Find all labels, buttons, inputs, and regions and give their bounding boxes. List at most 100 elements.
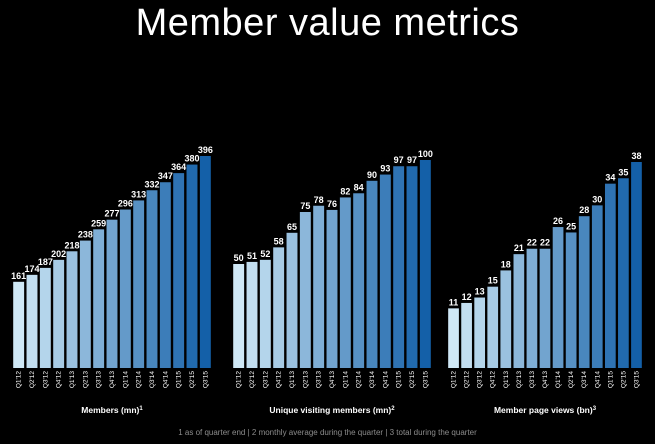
- tick-label: Q4'14: [594, 371, 601, 389]
- bar: [26, 274, 38, 368]
- tick-label: Q3'14: [369, 371, 376, 389]
- bar: [631, 162, 642, 368]
- page-title: Member value metrics: [135, 2, 520, 44]
- data-label: 35: [618, 167, 628, 177]
- data-label: 296: [118, 199, 133, 209]
- bar: [326, 209, 338, 368]
- bar: [461, 302, 472, 368]
- data-label: 97: [394, 155, 404, 165]
- bar: [53, 259, 65, 368]
- data-label: 90: [367, 170, 377, 180]
- data-label: 22: [540, 238, 550, 248]
- tick-label: Q1'13: [503, 371, 510, 389]
- bar: [406, 166, 418, 368]
- tick-label: Q2'15: [189, 371, 196, 389]
- bar: [133, 200, 145, 368]
- data-label: 25: [566, 221, 576, 231]
- tick-label: Q1'14: [555, 371, 562, 389]
- tick-label: Q4'12: [490, 371, 497, 389]
- data-label: 18: [501, 259, 511, 269]
- bar: [159, 182, 171, 368]
- bar: [173, 173, 185, 368]
- data-label: 218: [64, 240, 79, 250]
- bar: [448, 308, 459, 368]
- bar: [259, 259, 271, 368]
- data-label: 82: [340, 186, 350, 196]
- axis-title: Members (mn)1: [81, 405, 143, 415]
- tick-label: Q3'14: [581, 371, 588, 389]
- tick-label: Q1'15: [607, 371, 614, 389]
- bar: [419, 160, 431, 368]
- tick-label: Q4'12: [56, 371, 63, 389]
- chart-1: 161 Q1'12 174 Q2'12 187 Q3'12 202 Q4'12 218 Q1'13…: [11, 145, 213, 415]
- tick-label: Q1'12: [451, 371, 458, 389]
- tick-label: Q1'14: [122, 371, 129, 389]
- data-label: 15: [488, 276, 498, 286]
- tick-label: Q4'12: [276, 371, 283, 389]
- bar: [13, 281, 25, 368]
- tick-label: Q1'12: [16, 371, 23, 389]
- bar: [273, 247, 285, 368]
- data-label: 238: [78, 230, 93, 240]
- bar: [119, 209, 131, 368]
- axis-title-footnote-ref: 1: [139, 406, 143, 412]
- bar: [526, 248, 538, 368]
- tick-label: Q3'12: [477, 371, 484, 389]
- data-label: 332: [144, 179, 159, 189]
- bar: [66, 251, 78, 368]
- bar: [93, 229, 105, 368]
- data-label: 93: [380, 164, 390, 174]
- data-label: 26: [553, 216, 563, 226]
- bar: [339, 197, 351, 368]
- data-label: 187: [38, 257, 53, 267]
- data-label: 65: [287, 222, 297, 232]
- tick-label: Q1'14: [342, 371, 349, 389]
- tick-label: Q1'15: [176, 371, 183, 389]
- tick-label: Q2'13: [302, 371, 309, 389]
- bar: [299, 212, 311, 368]
- tick-label: Q3'13: [529, 371, 536, 389]
- data-label: 38: [631, 151, 641, 161]
- bar: [233, 264, 245, 368]
- bar: [565, 232, 577, 368]
- data-label: 34: [605, 173, 615, 183]
- bar: [539, 248, 551, 368]
- data-label: 84: [354, 182, 364, 192]
- data-label: 313: [131, 189, 146, 199]
- tick-label: Q2'12: [464, 371, 471, 389]
- data-label: 11: [449, 297, 459, 307]
- bar: [618, 178, 629, 368]
- data-label: 13: [475, 287, 485, 297]
- data-label: 202: [51, 249, 66, 259]
- bar: [106, 219, 118, 368]
- tick-label: Q3'15: [202, 371, 209, 389]
- data-label: 30: [592, 194, 602, 204]
- footnote: 1 as of quarter end | 2 monthly average …: [178, 428, 477, 437]
- bar: [186, 164, 198, 368]
- bar: [487, 286, 499, 368]
- bar: [500, 270, 512, 368]
- tick-label: Q2'14: [356, 371, 363, 389]
- tick-label: Q4'14: [162, 371, 169, 389]
- data-label: 52: [260, 249, 270, 259]
- bar: [591, 205, 603, 368]
- data-label: 396: [198, 145, 213, 155]
- data-label: 97: [407, 155, 417, 165]
- tick-label: Q2'13: [516, 371, 523, 389]
- tick-label: Q3'15: [422, 371, 429, 389]
- tick-label: Q2'12: [249, 371, 256, 389]
- bar: [393, 166, 405, 368]
- data-label: 78: [314, 195, 324, 205]
- tick-label: Q1'13: [69, 371, 76, 389]
- bar: [39, 267, 51, 368]
- bar: [604, 183, 616, 368]
- bar: [353, 193, 365, 368]
- tick-label: Q4'13: [329, 371, 336, 389]
- data-label: 380: [184, 154, 199, 164]
- data-label: 28: [579, 205, 589, 215]
- data-label: 22: [527, 238, 537, 248]
- tick-label: Q1'13: [289, 371, 296, 389]
- data-label: 174: [24, 264, 39, 274]
- axis-title-footnote-ref: 2: [391, 406, 395, 412]
